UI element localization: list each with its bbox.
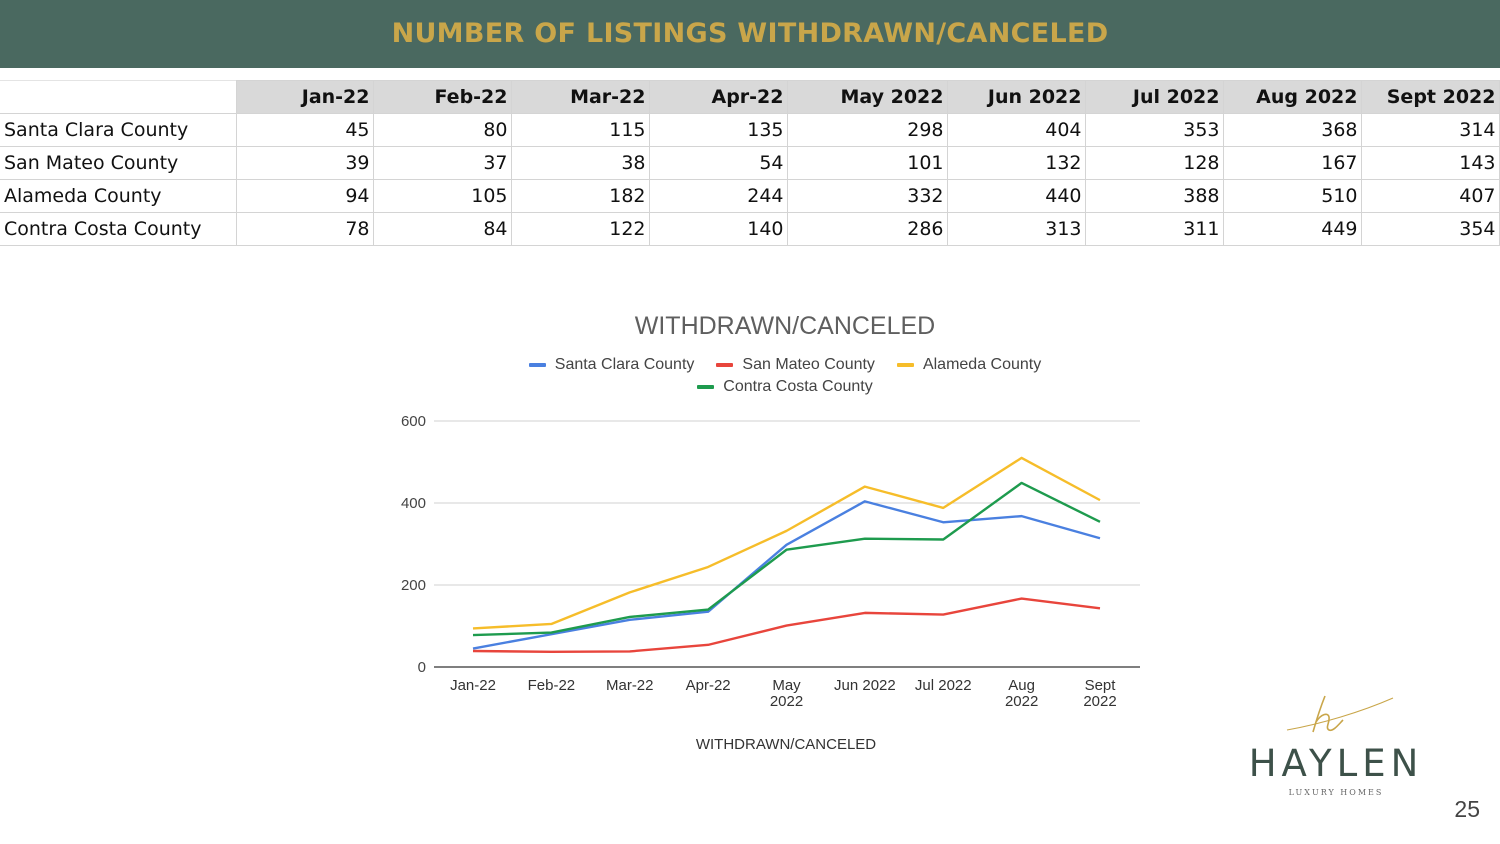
table-cell: 353 — [1085, 113, 1224, 147]
table-cell: 39 — [236, 146, 374, 180]
legend-swatch — [697, 385, 715, 389]
logo-tagline: LUXURY HOMES — [1288, 788, 1384, 797]
row-label: Santa Clara County — [0, 113, 237, 147]
table-cell: 167 — [1223, 146, 1362, 180]
x-axis-title: WITHDRAWN/CANCELED — [695, 736, 877, 753]
table-cell: 84 — [373, 212, 512, 246]
table-cell: 140 — [649, 212, 788, 246]
x-tick-label: Jul 2022 — [915, 677, 972, 694]
series-line — [472, 597, 1101, 654]
table-cell: 440 — [947, 179, 1086, 213]
y-tick-label: 200 — [401, 577, 426, 594]
page-title: NUMBER OF LISTINGS WITHDRAWN/CANCELED — [391, 17, 1109, 49]
x-tick-label: Feb-22 — [528, 677, 576, 694]
table-cell: 510 — [1223, 179, 1362, 213]
column-header: Feb-22 — [373, 80, 512, 114]
logo-monogram-icon — [1286, 695, 1394, 733]
table-cell: 37 — [373, 146, 512, 180]
table-row: Santa Clara County 45 80 115 135 298 404… — [0, 113, 1500, 147]
table-cell: 449 — [1223, 212, 1362, 246]
table-cell: 314 — [1361, 113, 1500, 147]
table-cell: 101 — [787, 146, 948, 180]
legend-swatch — [716, 363, 734, 367]
table-corner-cell — [0, 80, 237, 114]
y-tick-label: 0 — [418, 659, 426, 676]
column-header: Aug 2022 — [1223, 80, 1362, 114]
column-header: Sept 2022 — [1361, 80, 1500, 114]
legend-item: Alameda County — [896, 356, 1042, 374]
series-line — [472, 481, 1101, 637]
listings-table: Jan-22 Feb-22 Mar-22 Apr-22 May 2022 Jun… — [0, 80, 1500, 246]
table-cell: 332 — [787, 179, 948, 213]
y-tick-label: 400 — [401, 495, 426, 512]
legend-item: Santa Clara County — [528, 356, 695, 374]
legend-item: Contra Costa County — [697, 378, 873, 396]
haylen-logo: HAYLEN LUXURY HOMES — [1233, 690, 1439, 802]
column-header: Jan-22 — [236, 80, 374, 114]
x-tick-label: Jun 2022 — [834, 677, 896, 694]
x-tick-label: Aug 2022 — [1005, 677, 1038, 710]
chart-legend-row-1: Santa Clara County San Mateo County Alam… — [0, 356, 1500, 374]
legend-label: Alameda County — [922, 356, 1042, 373]
table-cell: 132 — [947, 146, 1086, 180]
column-header: Apr-22 — [649, 80, 788, 114]
table-cell: 128 — [1085, 146, 1224, 180]
legend-swatch — [896, 363, 914, 367]
table-cell: 94 — [236, 179, 374, 213]
table-cell: 54 — [649, 146, 788, 180]
column-header: May 2022 — [787, 80, 948, 114]
table-cell: 105 — [373, 179, 512, 213]
x-tick-label: Sept 2022 — [1083, 677, 1116, 710]
table-cell: 368 — [1223, 113, 1362, 147]
table-cell: 244 — [649, 179, 788, 213]
legend-item: San Mateo County — [716, 356, 875, 374]
table-cell: 407 — [1361, 179, 1500, 213]
column-header: Jun 2022 — [947, 80, 1086, 114]
legend-swatch — [528, 363, 546, 367]
table-cell: 143 — [1361, 146, 1500, 180]
table-cell: 311 — [1085, 212, 1224, 246]
row-label: Contra Costa County — [0, 212, 237, 246]
page-number: 25 — [1454, 796, 1480, 822]
x-tick-label: Apr-22 — [686, 677, 731, 694]
table-cell: 404 — [947, 113, 1086, 147]
table-row: Alameda County 94 105 182 244 332 440 38… — [0, 179, 1500, 213]
y-tick-label: 600 — [401, 413, 426, 430]
header-bar: NUMBER OF LISTINGS WITHDRAWN/CANCELED — [0, 0, 1500, 68]
x-tick-label: Mar-22 — [606, 677, 654, 694]
column-header: Jul 2022 — [1085, 80, 1224, 114]
table-cell: 182 — [511, 179, 650, 213]
table-cell: 122 — [511, 212, 650, 246]
table-row: San Mateo County 39 37 38 54 101 132 128… — [0, 146, 1500, 180]
row-label: San Mateo County — [0, 146, 237, 180]
table-cell: 78 — [236, 212, 374, 246]
legend-label: San Mateo County — [742, 356, 875, 373]
chart-legend-row-2: Contra Costa County — [0, 378, 1500, 396]
legend-label: Santa Clara County — [554, 356, 695, 373]
series-line — [472, 456, 1101, 630]
x-tick-label: Jan-22 — [450, 677, 496, 694]
chart-title: WITHDRAWN/CANCELED — [634, 312, 936, 340]
table-cell: 298 — [787, 113, 948, 147]
row-label: Alameda County — [0, 179, 237, 213]
x-tick-label: May 2022 — [770, 677, 803, 710]
table-cell: 286 — [787, 212, 948, 246]
legend-label: Contra Costa County — [723, 378, 873, 395]
table-cell: 115 — [511, 113, 650, 147]
logo-wordmark: HAYLEN — [1248, 742, 1424, 785]
table-cell: 313 — [947, 212, 1086, 246]
table-cell: 354 — [1361, 212, 1500, 246]
table-cell: 45 — [236, 113, 374, 147]
table-row: Contra Costa County 78 84 122 140 286 31… — [0, 212, 1500, 246]
table-cell: 38 — [511, 146, 650, 180]
table-cell: 388 — [1085, 179, 1224, 213]
column-header: Mar-22 — [511, 80, 650, 114]
table-cell: 80 — [373, 113, 512, 147]
series-line — [472, 500, 1101, 650]
table-cell: 135 — [649, 113, 788, 147]
table-header-row: Jan-22 Feb-22 Mar-22 Apr-22 May 2022 Jun… — [0, 80, 1500, 114]
